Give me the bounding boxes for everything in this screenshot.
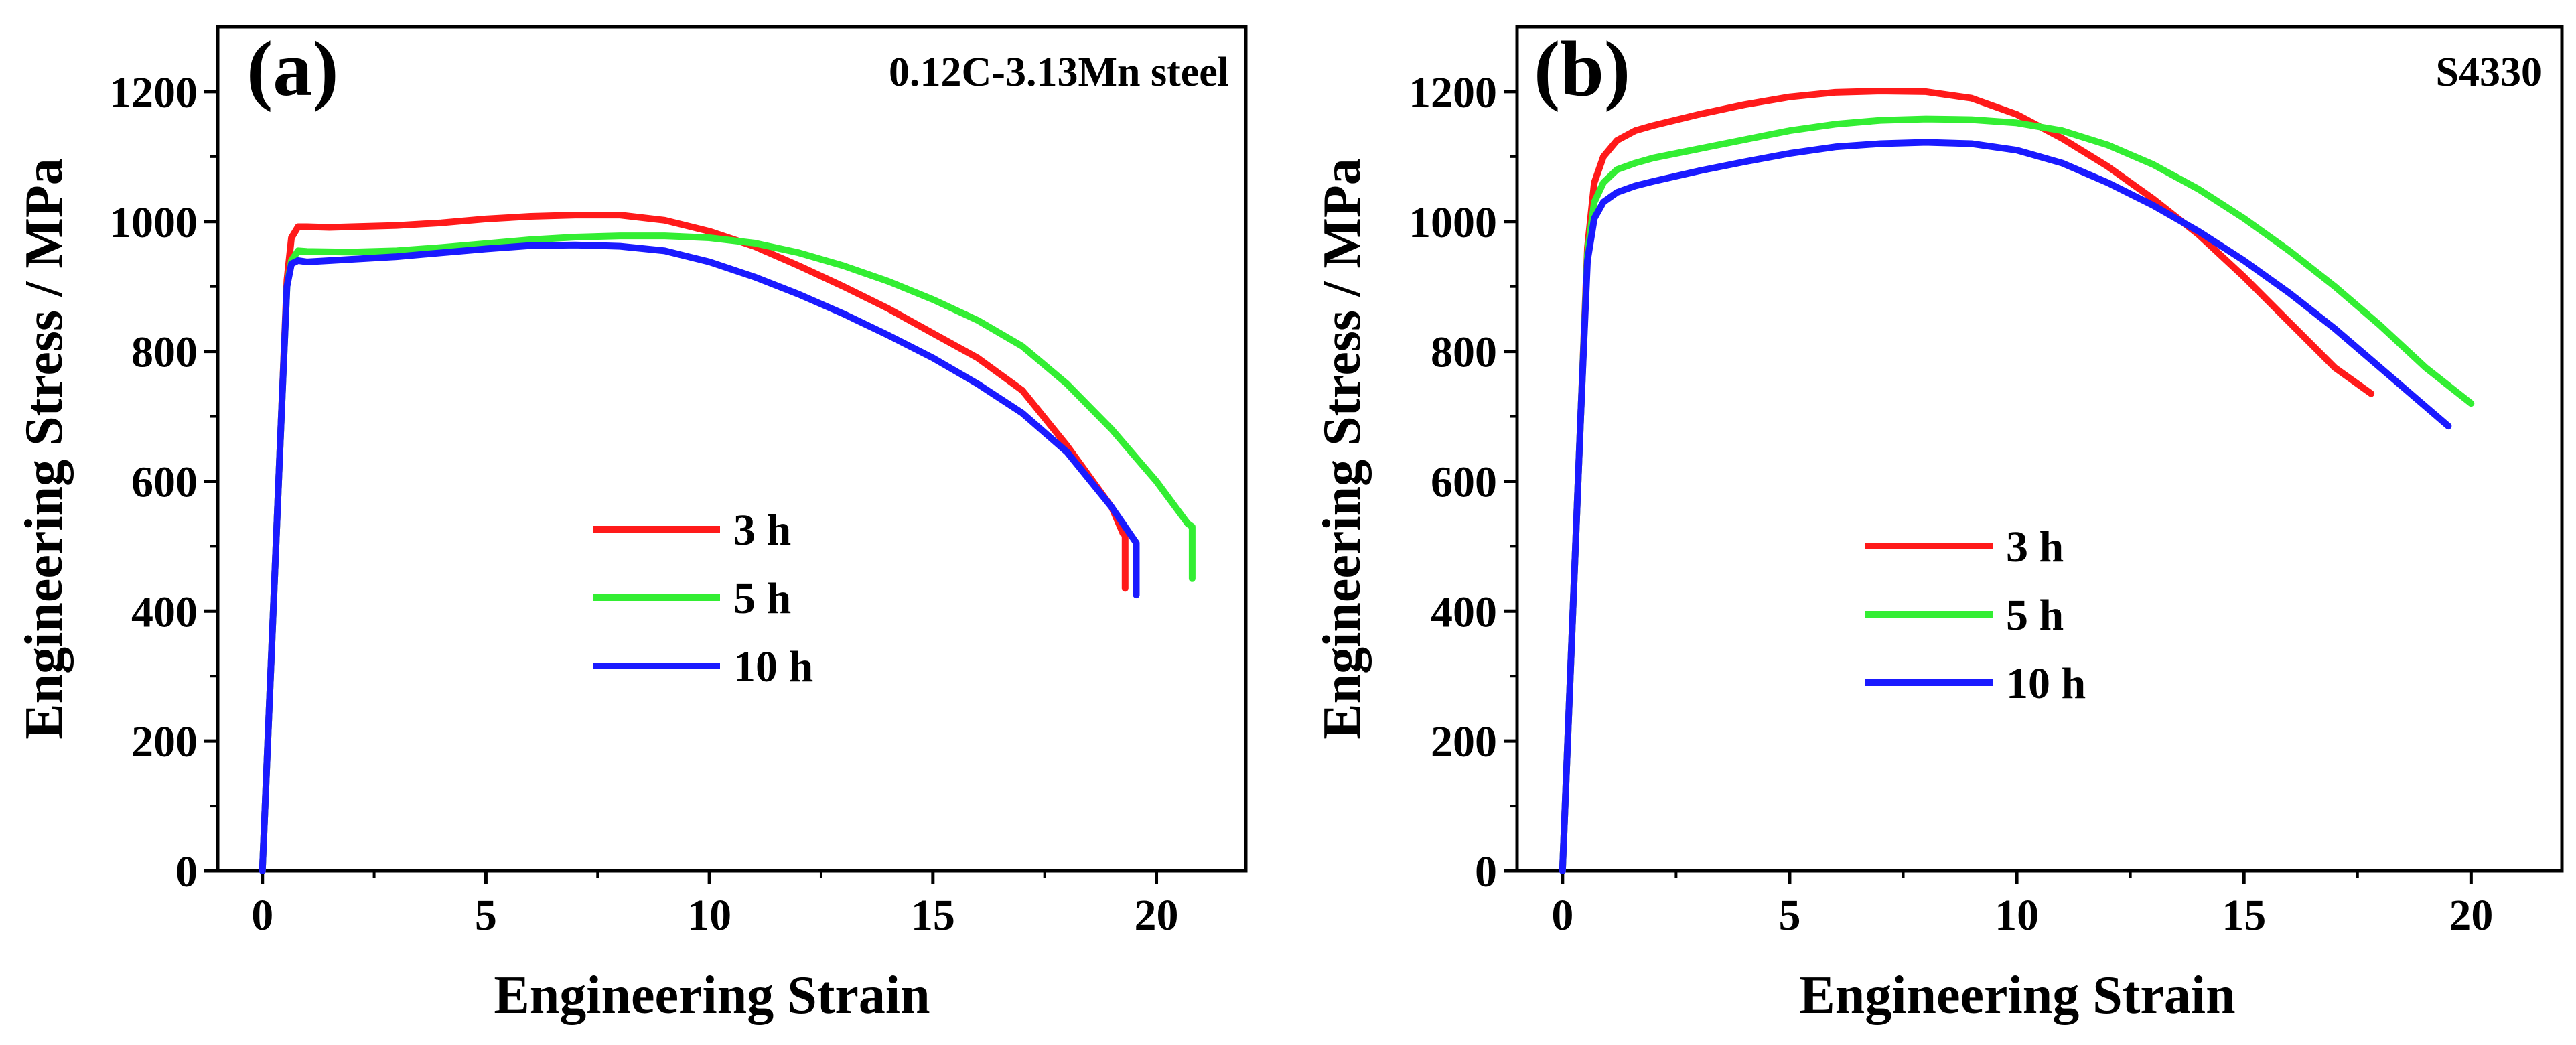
x-tick-label-a-20: 20	[1135, 891, 1179, 940]
series-line-b-5h	[1559, 115, 2475, 874]
x-tick-label-a-10: 10	[687, 891, 731, 940]
y-tick-label-a-400: 400	[131, 587, 198, 636]
legend-label-a-10h: 10 h	[733, 642, 813, 691]
panel-title-b: S4330	[2436, 50, 2542, 95]
y-tick-label-a-1200: 1200	[109, 68, 198, 117]
series-line-b-10h	[1559, 139, 2452, 874]
panel-label-a: (a)	[246, 25, 339, 113]
x-tick-label-a-0: 0	[251, 891, 273, 940]
x-tick-label-b-0: 0	[1551, 891, 1573, 940]
panel-title-a: 0.12C-3.13Mn steel	[889, 50, 1229, 95]
y-tick-label-a-1000: 1000	[109, 198, 198, 247]
x-tick-label-a-5: 5	[475, 891, 497, 940]
series-b	[1559, 88, 2475, 874]
x-tick-label-b-10: 10	[1995, 891, 2039, 940]
legend-label-b-3h: 3 h	[2006, 522, 2064, 571]
y-tick-label-b-1000: 1000	[1409, 198, 1497, 247]
x-tick-label-a-15: 15	[911, 891, 955, 940]
panel-label-b: (b)	[1534, 25, 1630, 113]
y-axis-title-b: Engineering Stress / MPa	[1313, 158, 1372, 739]
plot-frame-a	[216, 25, 1248, 873]
legend-label-b-10h: 10 h	[2006, 659, 2086, 708]
series-line-a-3h	[259, 212, 1129, 874]
series-a	[259, 212, 1196, 874]
x-tick-label-b-15: 15	[2222, 891, 2266, 940]
legend-label-b-5h: 5 h	[2006, 591, 2064, 640]
series-line-a-5h	[259, 232, 1196, 874]
legend-a: 3 h 5 h 10 h	[593, 506, 813, 691]
series-line-a-10h	[259, 241, 1140, 874]
y-tick-label-b-1200: 1200	[1409, 68, 1497, 117]
legend-b: 3 h 5 h 10 h	[1865, 522, 2086, 708]
plot-frame-b	[1515, 25, 2564, 873]
y-tick-label-a-600: 600	[131, 458, 198, 506]
y-tick-label-a-200: 200	[131, 717, 198, 766]
y-tick-label-a-800: 800	[131, 328, 198, 377]
y-axis-title-a: Engineering Stress / MPa	[15, 158, 74, 739]
y-tick-label-b-800: 800	[1431, 328, 1497, 377]
legend-label-a-5h: 5 h	[733, 574, 791, 623]
x-axis-title-a: Engineering Strain	[494, 966, 930, 1025]
x-axis-title-b: Engineering Strain	[1799, 966, 2235, 1025]
legend-label-a-3h: 3 h	[733, 506, 791, 555]
x-tick-label-b-20: 20	[2449, 891, 2493, 940]
y-tick-label-b-400: 400	[1431, 587, 1497, 636]
series-line-b-3h	[1559, 88, 2375, 874]
y-tick-label-b-200: 200	[1431, 717, 1497, 766]
y-tick-label-a-0: 0	[175, 847, 198, 896]
y-tick-label-b-0: 0	[1475, 847, 1497, 896]
y-tick-label-b-600: 600	[1431, 458, 1497, 506]
x-tick-label-b-5: 5	[1778, 891, 1800, 940]
